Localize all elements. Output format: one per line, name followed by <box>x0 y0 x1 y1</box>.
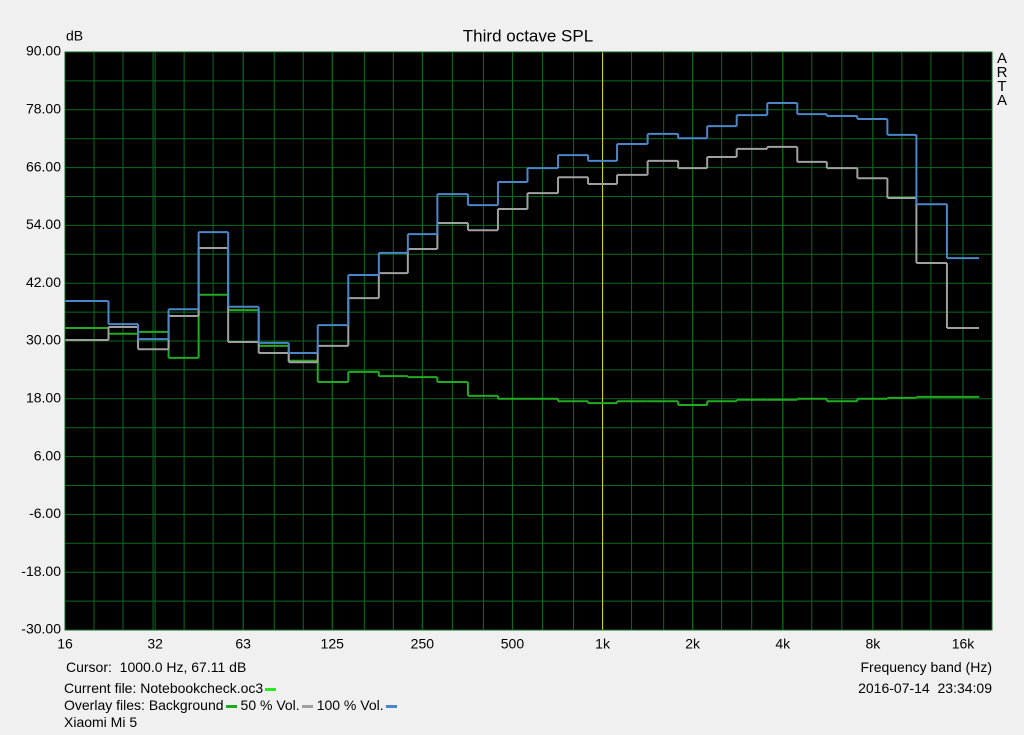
x-tick-label: 250 <box>411 636 435 652</box>
x-axis-label: Frequency band (Hz) <box>860 659 992 675</box>
x-tick-label: 1k <box>595 636 611 652</box>
cursor-readout: Cursor: 1000.0 Hz, 67.11 dB <box>66 659 247 675</box>
y-tick-label: 78.00 <box>26 101 61 117</box>
y-tick-label: 66.00 <box>26 158 61 174</box>
timestamp: 2016-07-14 23:34:09 <box>858 680 992 696</box>
x-tick-label: 125 <box>321 636 345 652</box>
current-file-label: Current file: Notebookcheck.oc3 <box>64 680 264 696</box>
current-file-swatch <box>265 687 277 691</box>
legend-label: 100 % Vol. <box>316 697 384 713</box>
y-tick-label: 42.00 <box>26 274 61 290</box>
x-tick-label: 16k <box>952 636 976 652</box>
x-tick-label: 32 <box>147 636 163 652</box>
y-tick-label: -6.00 <box>29 505 61 521</box>
overlay-label: Overlay files: <box>64 697 145 713</box>
plot-border <box>64 51 993 631</box>
legend-label: 50 % Vol. <box>240 697 300 713</box>
y-tick-label: 90.00 <box>26 43 61 59</box>
current-file: Current file: Notebookcheck.oc3 <box>64 680 280 697</box>
y-tick-label: 6.00 <box>34 447 61 463</box>
y-tick-label: -18.00 <box>21 563 61 579</box>
x-tick-label: 4k <box>775 636 791 652</box>
legend-swatch <box>385 704 397 708</box>
brand: ARTA <box>996 50 1008 109</box>
x-tick-label: 500 <box>501 636 525 652</box>
y-tick-label: 18.00 <box>26 390 61 406</box>
y-axis-label: dB <box>66 28 83 44</box>
chart-title: Third octave SPL <box>463 26 593 45</box>
x-tick-label: 63 <box>235 636 251 652</box>
x-tick-label: 2k <box>685 636 701 652</box>
device-name: Xiaomi Mi 5 <box>64 714 138 730</box>
legend-swatch <box>301 704 313 708</box>
y-tick-label: 54.00 <box>26 216 61 232</box>
y-tick-label: 30.00 <box>26 332 61 348</box>
legend: Overlay files: Background 50 % Vol. 100 % … <box>64 697 401 714</box>
y-tick-label: -30.00 <box>21 621 61 637</box>
legend-label: Background <box>148 697 224 713</box>
x-tick-label: 16 <box>57 636 73 652</box>
x-tick-label: 8k <box>865 636 881 652</box>
legend-swatch <box>225 704 237 708</box>
